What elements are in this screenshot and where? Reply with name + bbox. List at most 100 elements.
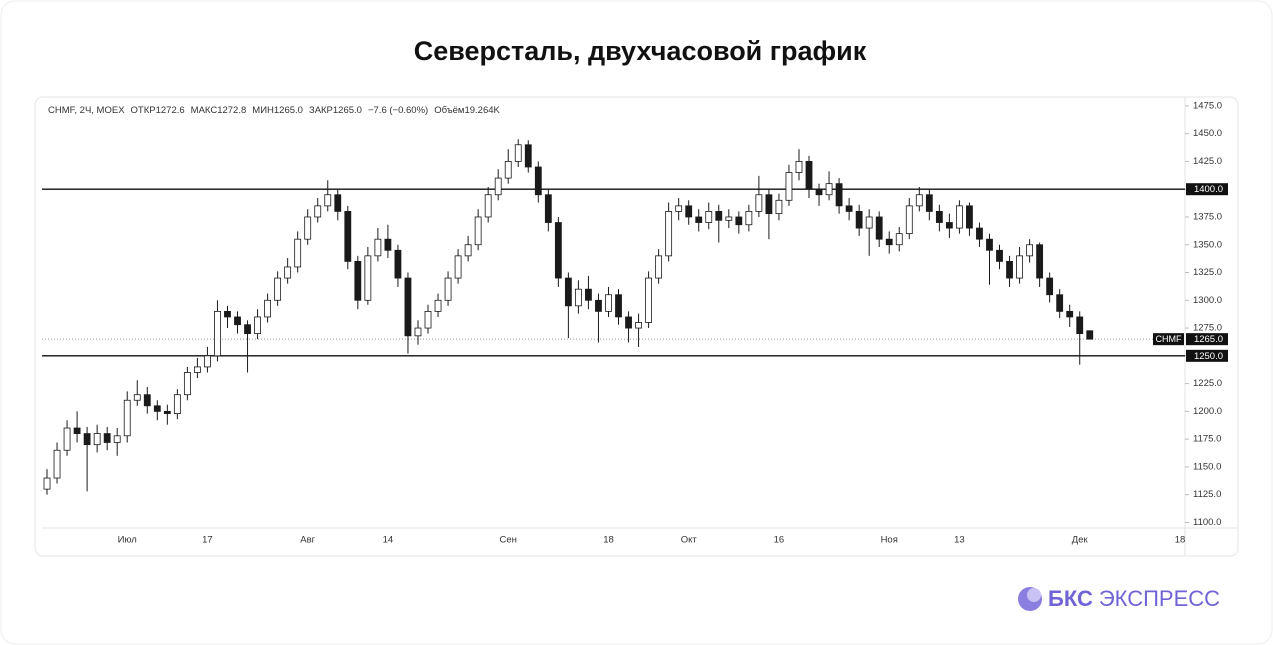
page-title: Северсталь, двухчасовой график: [414, 36, 867, 66]
candle-body: [344, 211, 352, 262]
candle-body: [414, 327, 422, 337]
x-tick-label: 13: [954, 535, 965, 546]
x-tick-label: Июл: [118, 535, 137, 546]
candle-body: [384, 238, 392, 251]
candle-body: [554, 222, 562, 279]
y-tick-label: 1425.0: [1193, 156, 1222, 167]
candle-body: [615, 294, 622, 318]
candle-body: [544, 194, 552, 223]
legend-header: CHMF, 2Ч, MOEX ОТКР1272.6 МАКС1272.8 МИН126…: [48, 105, 501, 116]
candle-body: [224, 310, 231, 318]
candle-body: [153, 405, 161, 412]
candle-body: [605, 294, 612, 312]
candle-body: [294, 238, 302, 268]
candle-body: [444, 277, 452, 301]
candle-body: [1026, 244, 1034, 257]
x-tick-label: Дек: [1072, 535, 1089, 546]
legend-item: CHMF, 2Ч, MOEX: [48, 105, 125, 116]
level-label: 1400.0: [1194, 184, 1223, 195]
y-tick-label: 1275.0: [1193, 323, 1222, 334]
y-tick-label: 1350.0: [1193, 239, 1222, 250]
candle-body: [745, 211, 753, 226]
candle-body: [835, 183, 843, 207]
y-tick-label: 1300.0: [1193, 295, 1222, 306]
candle-body: [956, 205, 963, 229]
candle-body: [264, 299, 271, 318]
candle-body: [524, 144, 532, 168]
candle-body: [514, 144, 522, 162]
candle-body: [304, 216, 312, 240]
candle-body: [464, 244, 472, 257]
candle-body: [865, 216, 873, 229]
x-tick-label: 17: [202, 535, 213, 546]
level-label: 1250.0: [1194, 351, 1223, 362]
y-tick-label: 1125.0: [1193, 489, 1221, 500]
legend-item: −7.6 (−0.60%): [368, 105, 428, 116]
candle-body: [775, 199, 783, 215]
candle-body: [424, 310, 432, 329]
candle-body: [585, 288, 592, 301]
x-tick-label: Ноя: [881, 535, 898, 546]
candle-body: [986, 238, 993, 251]
legend-item: ЗАКР1265.0: [309, 105, 362, 116]
candle-body: [645, 277, 653, 323]
x-tick-label: 14: [383, 535, 394, 546]
candle-body: [925, 194, 933, 212]
brand-logo: БКС ЭКСПРЕСС: [1018, 586, 1220, 611]
candle-body: [454, 255, 462, 279]
candle-body: [1066, 310, 1074, 318]
brand-bold: БКС: [1048, 586, 1093, 611]
candle-body: [204, 355, 211, 368]
candle-body: [875, 216, 883, 240]
y-tick-label: 1375.0: [1193, 211, 1222, 222]
candle-body: [254, 316, 261, 335]
candle-body: [915, 194, 923, 207]
candle-body: [655, 255, 663, 279]
candle-body: [765, 194, 773, 215]
candle-body: [935, 211, 943, 223]
candle-body: [83, 433, 91, 446]
candle-body: [63, 427, 71, 451]
candle-body: [755, 194, 763, 212]
candle-body: [43, 477, 51, 490]
candle-body: [334, 194, 342, 212]
candle-body: [575, 288, 582, 307]
candle-body: [996, 249, 1003, 262]
candle-body: [1056, 294, 1064, 312]
candle-body: [494, 177, 502, 196]
candle-body: [825, 183, 833, 196]
x-tick-label: 18: [1175, 535, 1186, 546]
candle-body: [284, 266, 292, 279]
candle-body: [705, 211, 713, 223]
x-tick-label: 18: [603, 535, 614, 546]
candle-body: [625, 316, 632, 329]
y-tick-label: 1200.0: [1193, 406, 1222, 417]
y-tick-label: 1450.0: [1193, 128, 1222, 139]
y-tick-label: 1325.0: [1193, 267, 1222, 278]
candle-body: [93, 433, 101, 446]
candle-body: [364, 255, 372, 301]
candle-body: [1046, 277, 1054, 296]
y-tick-label: 1150.0: [1193, 461, 1221, 472]
candle-body: [1036, 244, 1044, 279]
candle-body: [73, 427, 81, 434]
candle-body: [675, 205, 683, 212]
candle-body: [966, 205, 973, 229]
x-tick-label: Окт: [681, 535, 698, 546]
candle-body: [133, 394, 141, 401]
chart: CHMF, 2Ч, MOEX ОТКР1272.6 МАКС1272.8 МИН126…: [42, 97, 1237, 556]
candle-body: [855, 211, 863, 229]
candle-body: [595, 299, 602, 312]
x-tick-label: 16: [774, 535, 785, 546]
candle-body: [795, 161, 803, 173]
candle-body: [274, 277, 282, 301]
logo-icon: [1027, 588, 1041, 602]
candle-body: [103, 433, 111, 443]
candle-body: [905, 205, 913, 235]
legend-item: ОТКР1272.6: [131, 105, 185, 116]
y-tick-label: 1475.0: [1193, 100, 1222, 111]
y-tick-label: 1225.0: [1193, 378, 1222, 389]
candle-body: [695, 216, 703, 223]
candle-body: [404, 277, 412, 337]
